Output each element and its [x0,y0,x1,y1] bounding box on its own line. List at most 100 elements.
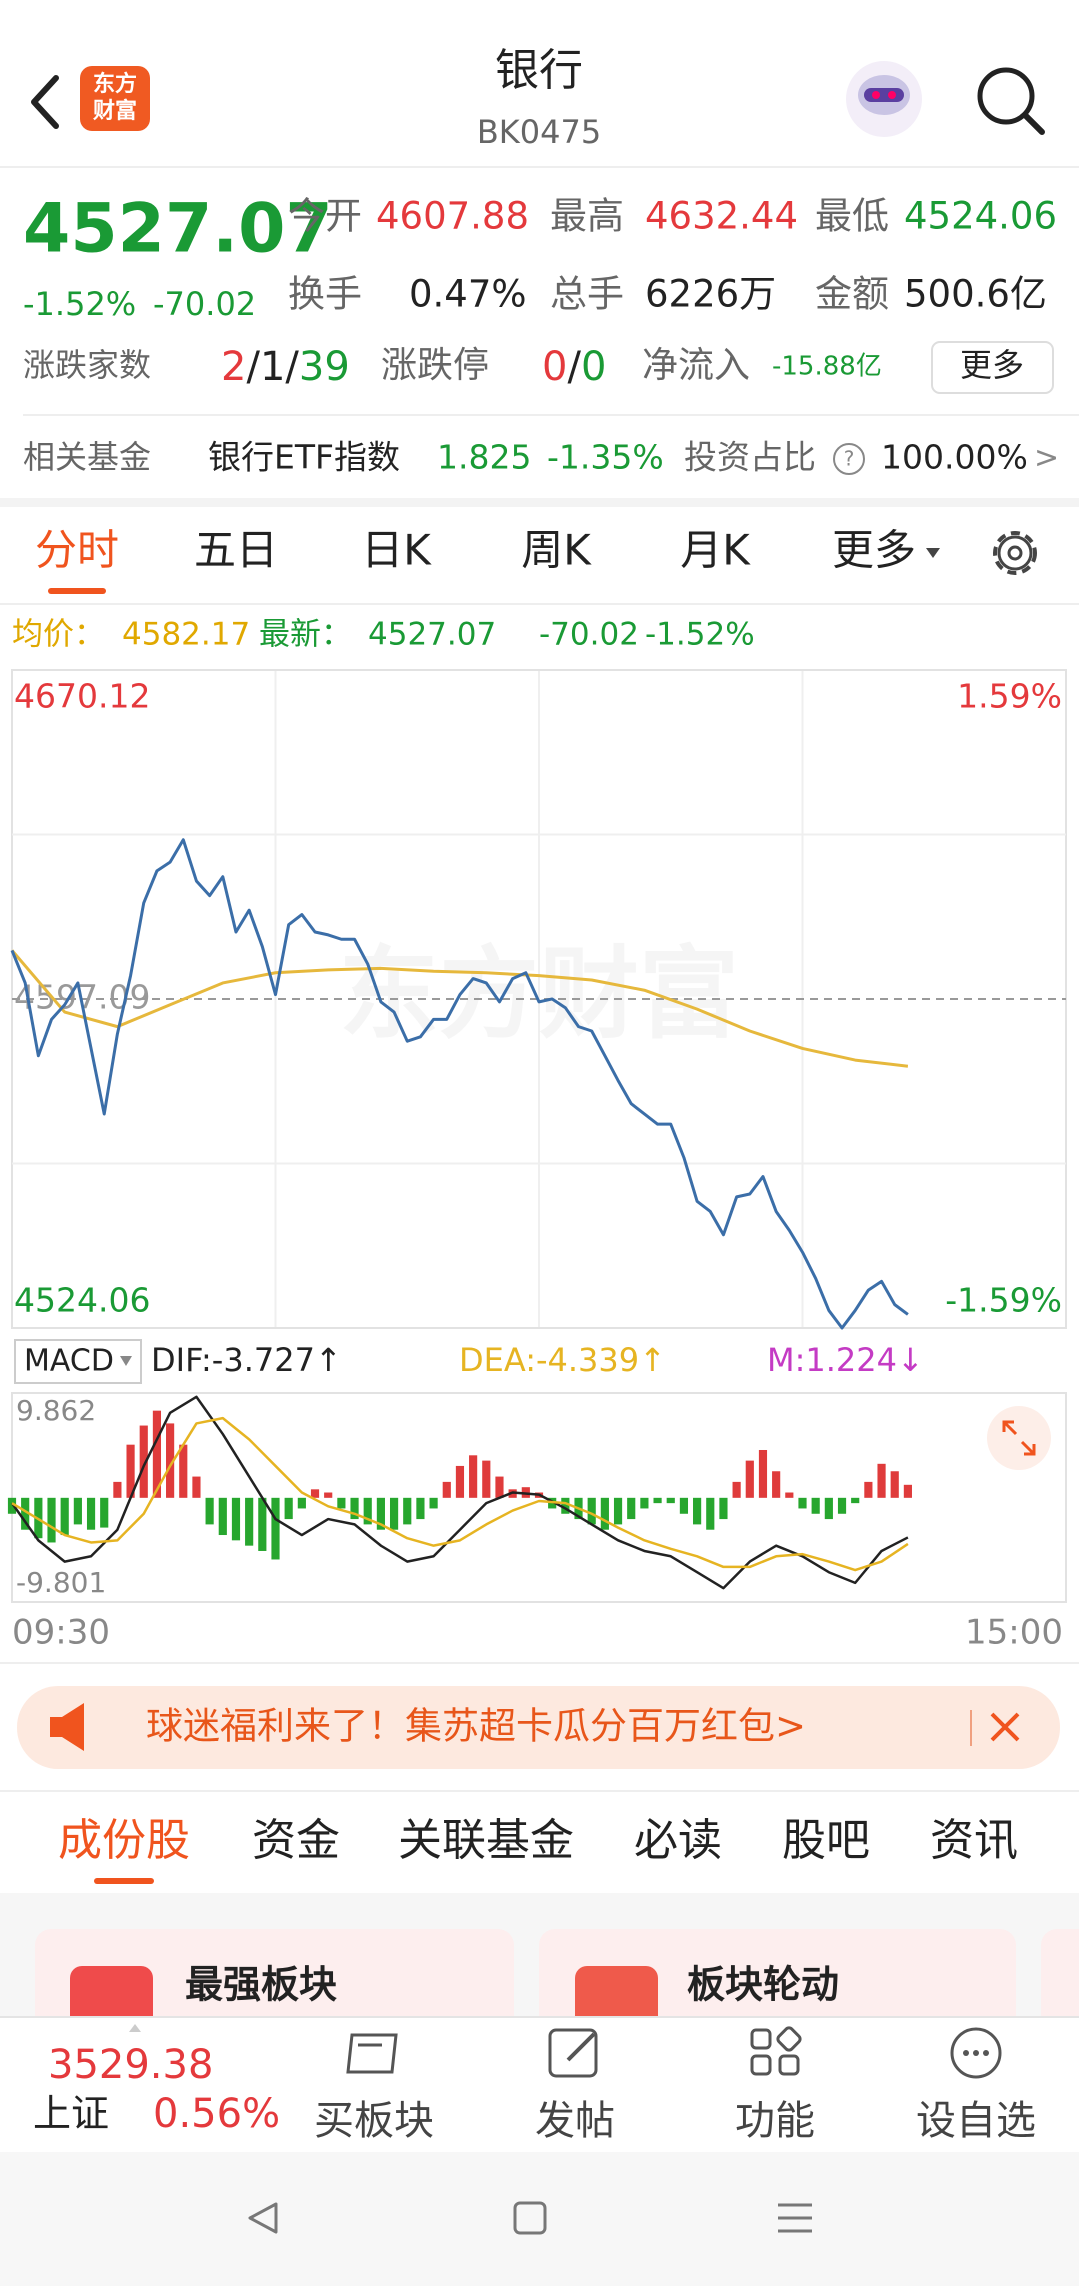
expand-caret[interactable] [129,2024,141,2032]
indicator-selector[interactable] [14,1339,142,1384]
search-icon [977,67,1035,125]
histogram-bar [139,1425,148,1498]
section-tab[interactable]: 资讯 [930,1815,1018,1866]
section-tab[interactable]: 资金 [252,1815,340,1866]
dropdown-icon [120,1356,132,1366]
toolbar-icon [776,2026,802,2052]
more-button[interactable] [931,341,1054,394]
nav-recents[interactable] [778,2203,812,2233]
histogram-bar [73,1497,82,1525]
related-fund-row[interactable]: 相关基金 银行ETF指数 1.825 -1.35% 投资占比 ? 100.00%… [23,438,1059,477]
toolbar-label[interactable]: 功能 [735,2098,815,2144]
histogram-bar [561,1497,570,1514]
histogram-bar [416,1497,425,1520]
avatar-eye [872,91,880,99]
x-tick-label: 15:00 [965,1613,1063,1653]
tab-underline [48,588,106,594]
logo[interactable] [80,66,150,131]
histogram-bar [376,1497,385,1530]
section-tab[interactable]: 股吧 [782,1815,870,1866]
period-tab[interactable]: 五日 [194,526,278,575]
section-tab[interactable]: 必读 [634,1815,722,1866]
fund-price: 1.825 [437,438,531,477]
histogram-bar [811,1497,820,1514]
separator: / [285,344,299,390]
y-tick-label: 4670.12 [14,677,150,716]
settings-button[interactable] [993,531,1037,575]
breadth-values: 2/1/39 [221,344,350,390]
limit-down: 0 [581,344,606,390]
back-button[interactable] [31,75,59,129]
banner-text: 球迷福利来了！集苏超卡瓜分百万红包> [146,1705,806,1748]
toolbar-icon [750,2054,772,2076]
toolbar-item[interactable]: 发帖 [535,2028,615,2144]
histogram-bar [455,1465,465,1498]
nav-back[interactable] [248,2202,278,2234]
bottom-bar [0,2017,1079,2152]
period-tab[interactable]: 月K [680,526,751,575]
histogram-bar [627,1497,636,1520]
histogram-bar [284,1497,293,1520]
dropdown-icon [926,548,940,558]
gear-icon [997,535,1033,571]
legend-label: DEA:-4.339↑ [459,1341,666,1379]
histogram-bar [86,1497,96,1530]
series-line [10,949,909,1068]
section-tab-active[interactable]: 成份股 [58,1815,190,1866]
histogram-bar [772,1471,781,1498]
tab-underline [94,1878,154,1884]
histogram-bar [785,1492,794,1498]
indicator-name: MACD [24,1344,114,1379]
toolbar-item[interactable]: 买板块 [314,2033,434,2144]
period-tab[interactable]: 周K [521,526,592,575]
inflow-label: 净流入 [642,345,750,386]
change-pct: -1.52% [23,285,136,323]
toolbar-icon [778,2054,800,2076]
period-tab[interactable]: 更多 [832,526,916,575]
histogram-bar [126,1444,135,1498]
breadth-label: 涨跌家数 [23,346,151,384]
x-tick-label: 09:30 [12,1613,110,1653]
toolbar-item[interactable] [750,2026,802,2076]
help-icon[interactable] [833,443,865,475]
limit-values: 0/0 [542,344,606,390]
period-tab[interactable]: 日K [361,526,432,575]
nav-home[interactable] [513,2201,547,2235]
section-tab[interactable]: 关联基金 [398,1815,574,1866]
flat-count: 1 [260,344,285,390]
banner-close[interactable] [990,1712,1020,1742]
stat-label: 换手 [288,273,362,316]
histogram-bar [166,1423,175,1498]
histogram-bar [21,1497,30,1530]
expand-bg [987,1406,1051,1470]
latest-pct: -1.52% [645,617,755,653]
histogram-bar [350,1497,359,1520]
histogram-bar [877,1463,886,1498]
stat-value: 6226万 [645,273,776,316]
expand-button[interactable] [987,1406,1051,1470]
period-tab-active[interactable]: 分时 [35,526,119,575]
legend-label: M:1.224↓ [767,1341,924,1379]
help-icon-text: ? [844,447,855,471]
avg-value: 4582.17 [122,617,250,653]
histogram-bar [271,1497,280,1560]
histogram-bar [679,1497,689,1514]
inflow-value: -15.88亿 [772,352,882,382]
histogram-bar [745,1460,754,1498]
toolbar-icon [963,2050,969,2056]
search-button[interactable] [977,67,1045,135]
index-pct: 0.56% [153,2091,280,2137]
limit-label: 涨跌停 [381,345,489,386]
assistant-avatar[interactable] [846,61,922,137]
histogram-bar [824,1497,833,1520]
histogram-bar [693,1497,702,1525]
histogram-bar [600,1497,609,1530]
index-ticker[interactable]: 3529.38 上证 0.56% [33,2042,280,2137]
toolbar-item[interactable]: 设自选 [916,2027,1036,2144]
stat-label: 今开 [288,195,362,238]
promo-banner[interactable]: 球迷福利来了！集苏超卡瓜分百万红包> [17,1686,1060,1769]
avg-label: 均价： [12,617,105,653]
histogram-bar [47,1497,56,1543]
histogram-bar [837,1497,847,1514]
toolbar-icon [973,2050,979,2056]
